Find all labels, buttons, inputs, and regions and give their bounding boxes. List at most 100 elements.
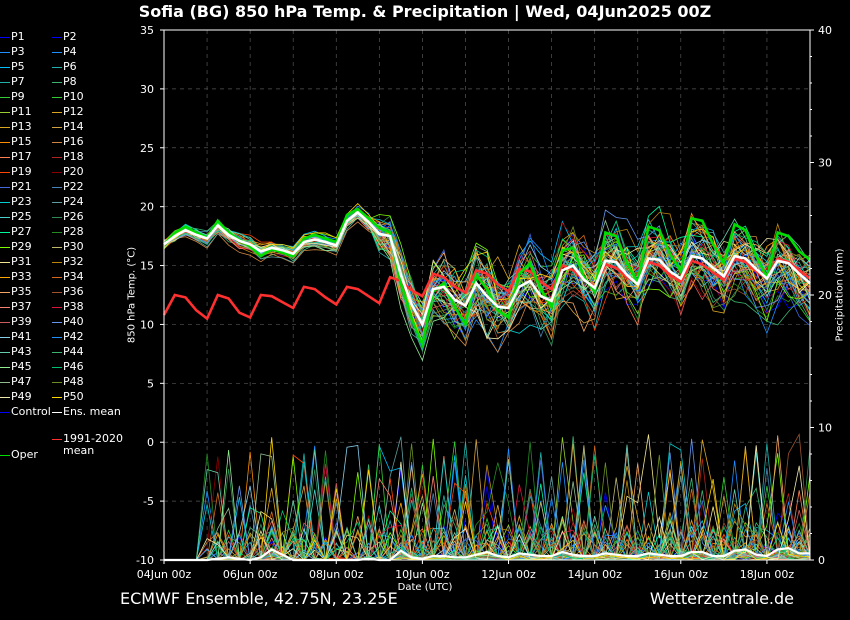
legend-swatch [52,351,62,353]
legend-item: P14 [52,121,84,133]
legend-item: P2 [52,31,77,43]
legend-item: P24 [52,196,84,208]
legend-item: P39 [0,316,32,328]
legend-label: P47 [11,375,32,388]
legend-swatch [52,246,62,248]
legend-item: P38 [52,301,84,313]
legend-item: P8 [52,76,77,88]
climate-mean-line [162,256,811,321]
legend-label: P50 [63,390,84,403]
legend-item: P45 [0,361,32,373]
source-credit: Wetterzentrale.de [649,589,794,608]
x-tick-label: 16Jun 00z [654,568,709,581]
legend-item: P22 [52,181,84,193]
legend-label: P3 [11,45,25,58]
y2-tick-label: 30 [818,157,832,170]
x-tick-label: 10Jun 00z [395,568,450,581]
legend-swatch [0,306,10,308]
legend-label: P31 [11,255,32,268]
legend-label: P17 [11,150,32,163]
legend-swatch [52,36,62,38]
legend-swatch [52,366,62,368]
legend-swatch [0,336,10,338]
y-tick-label: -10 [136,554,154,567]
legend-item: P7 [0,76,25,88]
legend-swatch [52,438,62,440]
legend-swatch [52,336,62,338]
legend-item: P1 [0,31,25,43]
legend-item: P11 [0,106,32,118]
highlight-series [162,207,811,562]
legend-item: P25 [0,211,32,223]
legend-item: P26 [52,211,84,223]
y2-tick-label: 20 [818,289,832,302]
legend-label: P6 [63,60,77,73]
y-axis-label: 850 hPa Temp. (°C) [126,246,138,344]
legend-label: P44 [63,345,84,358]
legend-item: P31 [0,256,32,268]
legend-item: P33 [0,271,32,283]
legend-swatch [52,186,62,188]
legend-label: P13 [11,120,32,133]
legend-item: P30 [52,241,84,253]
legend-swatch [0,321,10,323]
y-tick-label: 5 [147,377,154,390]
legend-swatch [0,454,10,456]
legend-label: Control [11,405,51,418]
model-location-label: ECMWF Ensemble, 42.75N, 23.25E [120,589,398,608]
legend-item: P44 [52,346,84,358]
legend-label: P21 [11,180,32,193]
legend-swatch [52,231,62,233]
legend-item: P19 [0,166,32,178]
legend-swatch [0,351,10,353]
legend-swatch [52,66,62,68]
legend-label: P15 [11,135,32,148]
legend-swatch [0,51,10,53]
legend-label: P37 [11,300,32,313]
legend-item: P37 [0,301,32,313]
x-axis-label: Date (UTC) [397,582,453,593]
member-precip-line [164,455,811,561]
legend-label: 1991-2020 mean [63,432,123,457]
legend-label: P36 [63,285,84,298]
legend-swatch [52,381,62,383]
legend-label: P41 [11,330,32,343]
legend-label: P49 [11,390,32,403]
legend-swatch [0,411,10,413]
legend-label: P1 [11,30,25,43]
legend-item: 1991-2020 mean [52,433,133,457]
legend-label: P9 [11,90,25,103]
legend-swatch [52,276,62,278]
legend-item: P5 [0,61,25,73]
legend-label: P8 [63,75,77,88]
legend-item: P40 [52,316,84,328]
ens-mean-temp-line [163,210,811,328]
legend-item: P50 [52,391,84,403]
y-tick-label: -5 [143,495,154,508]
legend-label: P38 [63,300,84,313]
legend-label: P16 [63,135,84,148]
legend-swatch [0,396,10,398]
legend-item: P47 [0,376,32,388]
legend-label: P29 [11,240,32,253]
legend-item: P17 [0,151,32,163]
legend-item: P32 [52,256,84,268]
y-tick-label: 15 [140,260,154,273]
member-temp-line [163,213,811,348]
legend-swatch [0,96,10,98]
legend-label: P39 [11,315,32,328]
legend-label: P19 [11,165,32,178]
legend-label: P40 [63,315,84,328]
legend-swatch [0,81,10,83]
legend-swatch [52,261,62,263]
y-tick-label: 25 [140,142,154,155]
right-axis-ticks: 40 30 20 10 0 [810,24,832,567]
legend-label: P34 [63,270,84,283]
legend-label: P46 [63,360,84,373]
legend-label: Oper [11,448,38,461]
legend-label: P43 [11,345,32,358]
y2-axis-label: Precipitation (mm) [834,248,846,342]
legend-swatch [0,231,10,233]
legend-item: P13 [0,121,32,133]
